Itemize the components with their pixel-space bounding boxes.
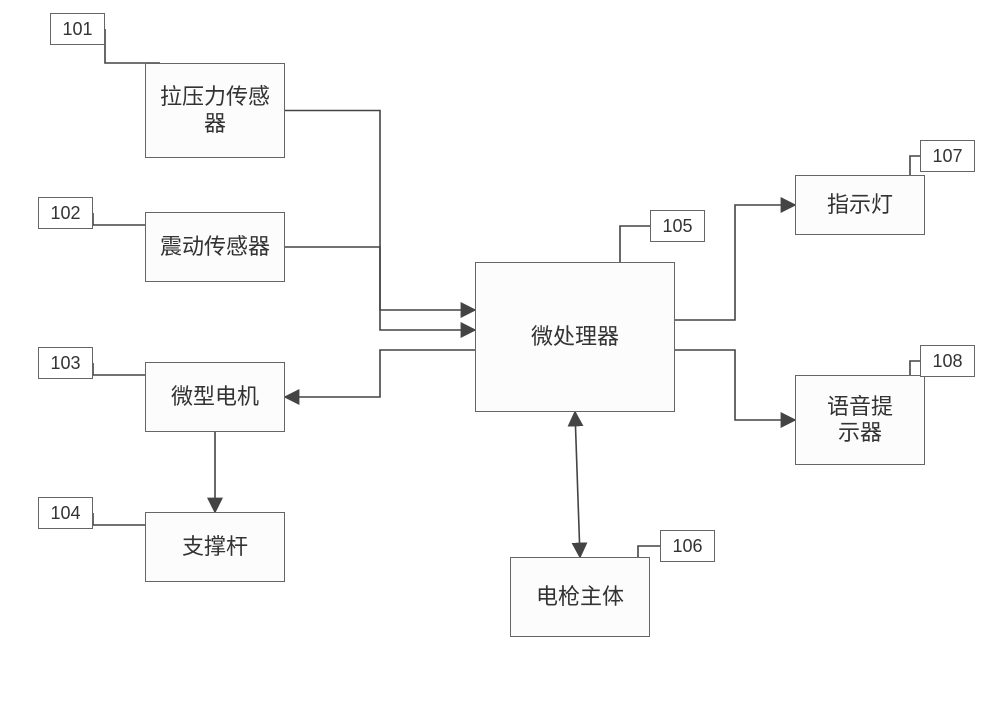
callout-c106: 106 — [660, 530, 715, 562]
node-n106: 电枪主体 — [510, 557, 650, 637]
node-n103: 微型电机 — [145, 362, 285, 432]
node-label: 电枪主体 — [536, 584, 624, 610]
callout-label: 103 — [50, 353, 80, 374]
node-label: 震动传感器 — [160, 234, 270, 260]
node-n104: 支撑杆 — [145, 512, 285, 582]
node-n108: 语音提 示器 — [795, 375, 925, 465]
callout-label: 101 — [62, 19, 92, 40]
callout-c101: 101 — [50, 13, 105, 45]
callout-c107: 107 — [920, 140, 975, 172]
callout-c103: 103 — [38, 347, 93, 379]
callout-label: 105 — [662, 216, 692, 237]
callout-label: 108 — [932, 351, 962, 372]
callout-c105: 105 — [650, 210, 705, 242]
node-label: 指示灯 — [827, 192, 893, 218]
callout-c108: 108 — [920, 345, 975, 377]
diagram-canvas: 拉压力传感 器震动传感器微型电机支撑杆 微处理器电枪主体 指示灯语音提 示器 101 1… — [0, 0, 1000, 708]
node-label: 微处理器 — [531, 324, 619, 350]
callout-c104: 104 — [38, 497, 93, 529]
callout-label: 106 — [672, 536, 702, 557]
callout-label: 107 — [932, 146, 962, 167]
node-n101: 拉压力传感 器 — [145, 63, 285, 158]
node-label: 拉压力传感 器 — [160, 84, 270, 137]
callout-label: 102 — [50, 203, 80, 224]
callout-label: 104 — [50, 503, 80, 524]
node-n107: 指示灯 — [795, 175, 925, 235]
node-label: 语音提 示器 — [827, 394, 893, 447]
node-n102: 震动传感器 — [145, 212, 285, 282]
node-label: 微型电机 — [171, 384, 259, 410]
callout-c102: 102 — [38, 197, 93, 229]
node-label: 支撑杆 — [182, 534, 248, 560]
node-n105: 微处理器 — [475, 262, 675, 412]
